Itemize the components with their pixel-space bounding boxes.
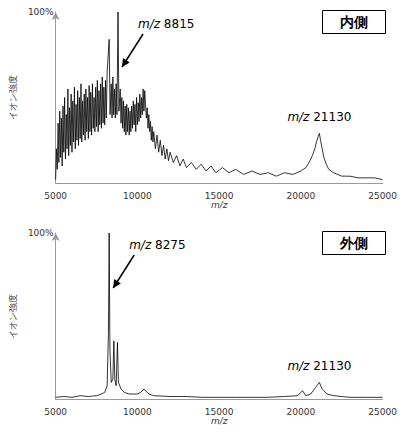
svg-text:8815: 8815 (160, 17, 194, 31)
svg-text:m/z: m/z (129, 238, 152, 252)
svg-text:イオン強度: イオン強度 (8, 75, 18, 120)
svg-text:15000: 15000 (205, 407, 234, 417)
svg-text:イオン強度: イオン強度 (8, 294, 18, 339)
svg-text:m/z: m/z (287, 359, 310, 373)
svg-text:21130: 21130 (309, 359, 351, 373)
svg-text:25000: 25000 (368, 191, 397, 201)
svg-text:5000: 5000 (44, 191, 67, 201)
svg-text:5000: 5000 (44, 407, 67, 417)
svg-text:m/z: m/z (138, 17, 161, 31)
svg-text:内側: 内側 (340, 14, 368, 30)
svg-text:21130: 21130 (309, 110, 351, 124)
svg-text:20000: 20000 (287, 407, 316, 417)
svg-text:100%: 100% (28, 228, 54, 238)
svg-text:15000: 15000 (205, 191, 234, 201)
svg-text:10000: 10000 (123, 407, 152, 417)
svg-text:m/z: m/z (211, 200, 228, 210)
svg-text:25000: 25000 (368, 407, 397, 417)
svg-text:8275: 8275 (151, 238, 185, 252)
svg-text:m/z: m/z (211, 416, 228, 426)
svg-text:外側: 外側 (339, 235, 368, 251)
svg-text:10000: 10000 (123, 191, 152, 201)
svg-text:100%: 100% (28, 7, 54, 17)
svg-text:m/z: m/z (287, 110, 310, 124)
svg-text:20000: 20000 (287, 191, 316, 201)
